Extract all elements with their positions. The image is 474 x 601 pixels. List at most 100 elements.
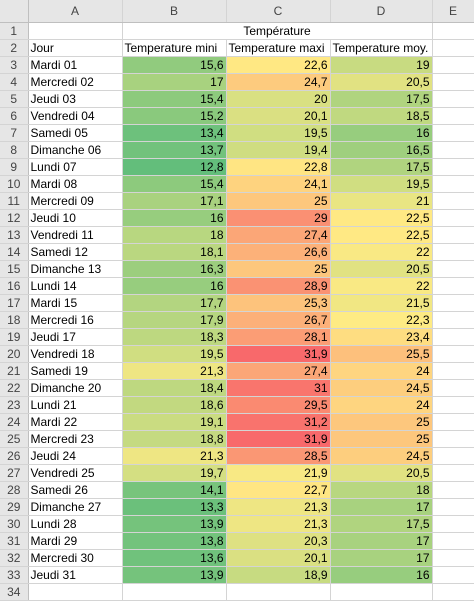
empty-cell[interactable] (432, 175, 474, 193)
temp-min-cell[interactable]: 13,3 (122, 498, 227, 516)
temp-avg-cell[interactable]: 19,5 (330, 175, 433, 193)
row-header[interactable]: 17 (0, 294, 29, 312)
temp-max-cell[interactable]: 25 (226, 260, 331, 278)
temp-avg-cell[interactable]: 16,5 (330, 141, 433, 159)
empty-cell[interactable] (432, 464, 474, 482)
temp-min-cell[interactable]: 13,4 (122, 124, 227, 142)
cell-e2[interactable] (432, 39, 474, 57)
day-cell[interactable]: Mardi 29 (28, 532, 123, 550)
temp-avg-cell[interactable]: 16 (330, 124, 433, 142)
empty-cell[interactable] (122, 583, 227, 601)
empty-cell[interactable] (432, 566, 474, 584)
temp-max-cell[interactable]: 31,2 (226, 413, 331, 431)
day-cell[interactable]: Mercredi 09 (28, 192, 123, 210)
temp-min-cell[interactable]: 15,4 (122, 175, 227, 193)
temp-max-cell[interactable]: 25 (226, 192, 331, 210)
temp-avg-cell[interactable]: 24,5 (330, 447, 433, 465)
temp-avg-cell[interactable]: 25 (330, 430, 433, 448)
temp-max-cell[interactable]: 26,6 (226, 243, 331, 261)
row-header[interactable]: 30 (0, 515, 29, 533)
empty-cell[interactable] (432, 56, 474, 74)
day-cell[interactable]: Jeudi 03 (28, 90, 123, 108)
temp-avg-cell[interactable]: 25,5 (330, 345, 433, 363)
header-day[interactable]: Jour (28, 39, 123, 57)
day-cell[interactable]: Lundi 28 (28, 515, 123, 533)
day-cell[interactable]: Samedi 26 (28, 481, 123, 499)
empty-cell[interactable] (432, 532, 474, 550)
row-header[interactable]: 18 (0, 311, 29, 329)
temp-min-cell[interactable]: 15,6 (122, 56, 227, 74)
temp-min-cell[interactable]: 17 (122, 73, 227, 91)
column-header-b[interactable]: B (122, 0, 227, 23)
empty-cell[interactable] (432, 549, 474, 567)
day-cell[interactable]: Vendredi 11 (28, 226, 123, 244)
row-header[interactable]: 26 (0, 447, 29, 465)
day-cell[interactable]: Samedi 12 (28, 243, 123, 261)
temp-max-cell[interactable]: 19,5 (226, 124, 331, 142)
empty-cell[interactable] (432, 73, 474, 91)
temp-max-cell[interactable]: 27,4 (226, 362, 331, 380)
empty-cell[interactable] (432, 90, 474, 108)
temp-min-cell[interactable]: 17,7 (122, 294, 227, 312)
day-cell[interactable]: Dimanche 13 (28, 260, 123, 278)
temp-min-cell[interactable]: 18,8 (122, 430, 227, 448)
day-cell[interactable]: Mercredi 02 (28, 73, 123, 91)
temp-min-cell[interactable]: 18,1 (122, 243, 227, 261)
row-header[interactable]: 19 (0, 328, 29, 346)
day-cell[interactable]: Mardi 22 (28, 413, 123, 431)
temp-min-cell[interactable]: 14,1 (122, 481, 227, 499)
empty-cell[interactable] (432, 124, 474, 142)
temp-avg-cell[interactable]: 22,5 (330, 209, 433, 227)
temp-min-cell[interactable]: 18 (122, 226, 227, 244)
empty-cell[interactable] (432, 192, 474, 210)
temp-min-cell[interactable]: 16 (122, 209, 227, 227)
empty-cell[interactable] (432, 311, 474, 329)
empty-cell[interactable] (432, 515, 474, 533)
header-temp-max[interactable]: Temperature maxi (226, 39, 331, 57)
row-header[interactable]: 13 (0, 226, 29, 244)
day-cell[interactable]: Vendredi 04 (28, 107, 123, 125)
empty-cell[interactable] (432, 413, 474, 431)
day-cell[interactable]: Dimanche 20 (28, 379, 123, 397)
temp-min-cell[interactable]: 13,8 (122, 532, 227, 550)
day-cell[interactable]: Lundi 14 (28, 277, 123, 295)
temp-min-cell[interactable]: 17,1 (122, 192, 227, 210)
day-cell[interactable]: Vendredi 18 (28, 345, 123, 363)
row-header[interactable]: 32 (0, 549, 29, 567)
row-header[interactable]: 3 (0, 56, 29, 74)
temp-min-cell[interactable]: 13,7 (122, 141, 227, 159)
temp-max-cell[interactable]: 28,5 (226, 447, 331, 465)
day-cell[interactable]: Vendredi 25 (28, 464, 123, 482)
temp-min-cell[interactable]: 13,6 (122, 549, 227, 567)
column-header-d[interactable]: D (330, 0, 433, 23)
day-cell[interactable]: Jeudi 31 (28, 566, 123, 584)
temp-avg-cell[interactable]: 18 (330, 481, 433, 499)
temp-max-cell[interactable]: 31,9 (226, 345, 331, 363)
temp-min-cell[interactable]: 16,3 (122, 260, 227, 278)
empty-cell[interactable] (28, 583, 123, 601)
temp-max-cell[interactable]: 20,3 (226, 532, 331, 550)
day-cell[interactable]: Dimanche 27 (28, 498, 123, 516)
row-header[interactable]: 24 (0, 413, 29, 431)
row-header[interactable]: 11 (0, 192, 29, 210)
empty-cell[interactable] (432, 430, 474, 448)
empty-cell[interactable] (432, 260, 474, 278)
temp-min-cell[interactable]: 19,1 (122, 413, 227, 431)
temp-max-cell[interactable]: 26,7 (226, 311, 331, 329)
select-all-corner[interactable] (0, 0, 29, 23)
empty-cell[interactable] (330, 583, 433, 601)
row-header[interactable]: 29 (0, 498, 29, 516)
temp-max-cell[interactable]: 28,9 (226, 277, 331, 295)
day-cell[interactable]: Mardi 08 (28, 175, 123, 193)
day-cell[interactable]: Jeudi 24 (28, 447, 123, 465)
empty-cell[interactable] (432, 226, 474, 244)
day-cell[interactable]: Samedi 05 (28, 124, 123, 142)
temp-min-cell[interactable]: 15,2 (122, 107, 227, 125)
empty-cell[interactable] (432, 209, 474, 227)
row-header[interactable]: 21 (0, 362, 29, 380)
empty-cell[interactable] (432, 328, 474, 346)
temp-avg-cell[interactable]: 17 (330, 549, 433, 567)
row-header[interactable]: 5 (0, 90, 29, 108)
day-cell[interactable]: Dimanche 06 (28, 141, 123, 159)
row-header[interactable]: 4 (0, 73, 29, 91)
